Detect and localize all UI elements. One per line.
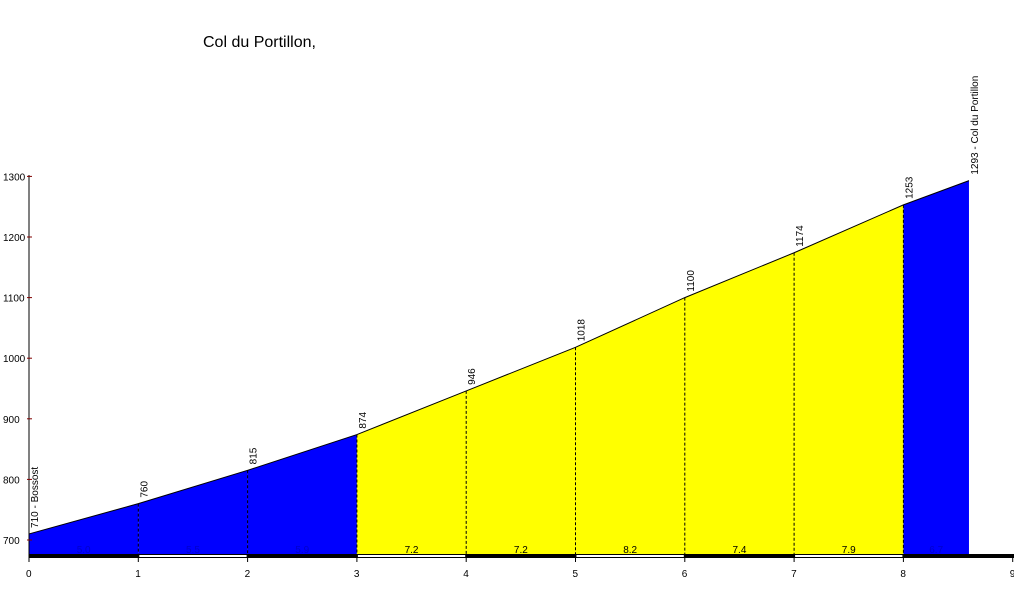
altitude-label: 815 [249, 447, 260, 464]
profile-line [28, 180, 970, 535]
altitude-label: 1253 [904, 176, 915, 199]
x-tick-label: 1 [135, 569, 141, 580]
y-tick-label: 800 [3, 475, 20, 486]
segment-grade-label: 8.2 [623, 545, 637, 556]
profile-segment [684, 252, 795, 558]
y-tick-label: 1300 [3, 172, 26, 183]
x-tick-label: 2 [245, 569, 251, 580]
altitude-label: 946 [467, 368, 478, 385]
altitude-label: 874 [358, 411, 369, 428]
x-axis-bar-segment [795, 555, 903, 557]
x-axis-bar-segment [576, 555, 684, 557]
segment-grade-label: 5.0 [77, 545, 91, 556]
altitude-label: 1100 [686, 270, 697, 292]
segment-grade-label: 6.7 [929, 545, 943, 556]
x-axis-bar [29, 554, 1014, 558]
segment-grade-label: 5.5 [186, 545, 200, 556]
profile-segment [29, 503, 139, 557]
altitude-label: 760 [139, 481, 150, 498]
altitude-label: 1174 [795, 225, 806, 247]
x-tick-label: 6 [682, 569, 688, 580]
y-tick-label: 700 [3, 536, 20, 547]
x-axis-bar-segment [139, 555, 247, 557]
x-tick-label: 9 [1010, 569, 1014, 580]
profile-segment [794, 204, 904, 557]
x-tick-label: 0 [26, 569, 32, 580]
x-tick-label: 3 [354, 569, 360, 580]
profile-segment [138, 470, 248, 557]
profile-segment [247, 434, 357, 557]
altitude-label: 1018 [577, 319, 588, 342]
segment-grade-label: 7.4 [732, 545, 746, 556]
altitude-label: 1293 - Col du Portillon [970, 76, 981, 175]
x-tick-label: 8 [900, 569, 906, 580]
profile-segment [356, 390, 467, 557]
segment-grade-label: 7.9 [842, 545, 856, 556]
x-tick-label: 7 [791, 569, 797, 580]
x-tick-label: 5 [573, 569, 579, 580]
y-tick-label: 1000 [3, 354, 26, 365]
segment-grade-label: 5.9 [295, 545, 309, 556]
segment-grade-label: 7.2 [514, 545, 528, 556]
y-tick-label: 1100 [3, 294, 25, 305]
segment-grade-label: 7.2 [405, 545, 419, 556]
chart-title: Col du Portillon, [203, 34, 316, 51]
y-tick-label: 1200 [3, 233, 26, 244]
altitude-label: 710 - Bossost [30, 467, 41, 528]
profile-segment [903, 180, 969, 557]
x-tick-label: 4 [463, 569, 469, 580]
y-tick-label: 900 [3, 415, 20, 426]
profile-segment [466, 347, 576, 557]
profile-segment [575, 297, 685, 557]
x-axis-bar-segment [357, 555, 466, 557]
